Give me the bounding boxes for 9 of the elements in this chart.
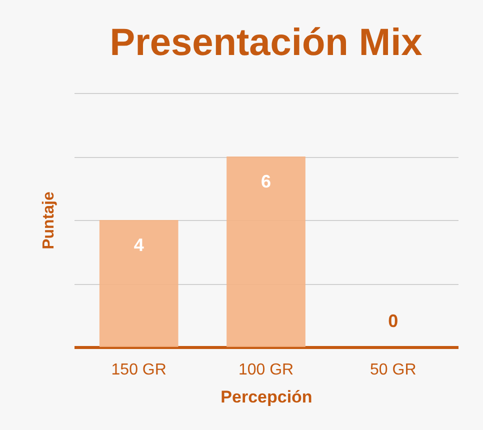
chart-title: Presentación Mix	[110, 22, 422, 64]
data-label: 6	[260, 172, 272, 192]
x-tick-label: 100 GR	[238, 362, 294, 378]
data-label: 4	[134, 235, 144, 255]
x-axis-title: Percepción	[220, 388, 312, 406]
y-axis-title: Puntaje	[40, 192, 58, 250]
x-tick-label: 50 GR	[370, 362, 416, 378]
data-label: 0	[388, 311, 398, 331]
x-tick-label: 150 GR	[111, 362, 166, 378]
